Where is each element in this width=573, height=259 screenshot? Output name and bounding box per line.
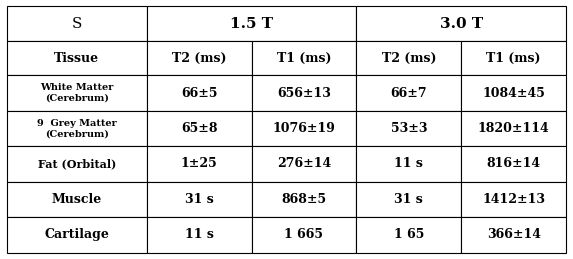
Bar [356, 146, 461, 182]
Bar [147, 111, 252, 146]
Bar [7, 217, 147, 253]
Text: 1076±19: 1076±19 [273, 122, 335, 135]
Bar [356, 41, 461, 75]
Text: 66±7: 66±7 [391, 87, 427, 99]
Bar [252, 217, 356, 253]
Text: 656±13: 656±13 [277, 87, 331, 99]
Text: White Matter
(Cerebrum): White Matter (Cerebrum) [40, 83, 113, 103]
Text: T1 (ms): T1 (ms) [486, 52, 541, 65]
Bar [147, 41, 252, 75]
Bar [7, 146, 147, 182]
Text: 1 665: 1 665 [284, 228, 324, 241]
Text: 66±5: 66±5 [181, 87, 217, 99]
Bar [147, 217, 252, 253]
Text: 1.5 T: 1.5 T [230, 17, 273, 31]
Text: Muscle: Muscle [52, 193, 102, 206]
Text: T2 (ms): T2 (ms) [172, 52, 226, 65]
Text: 11 s: 11 s [185, 228, 214, 241]
Bar [147, 146, 252, 182]
Text: 366±14: 366±14 [486, 228, 541, 241]
Bar [461, 146, 566, 182]
Bar [461, 111, 566, 146]
Text: 276±14: 276±14 [277, 157, 331, 170]
Text: S: S [72, 17, 82, 31]
Bar [461, 182, 566, 217]
Bar [7, 41, 147, 75]
Bar [7, 75, 147, 111]
Bar [356, 75, 461, 111]
Text: 868±5: 868±5 [281, 193, 327, 206]
Bar [7, 182, 147, 217]
Bar [356, 6, 566, 41]
Text: 1412±13: 1412±13 [482, 193, 545, 206]
Bar [461, 75, 566, 111]
Text: 1±25: 1±25 [180, 157, 218, 170]
Text: 31 s: 31 s [185, 193, 214, 206]
Bar [252, 146, 356, 182]
Text: 9  Grey Matter
(Cerebrum): 9 Grey Matter (Cerebrum) [37, 119, 117, 138]
Text: Fat (Orbital): Fat (Orbital) [38, 159, 116, 169]
Bar [147, 182, 252, 217]
Bar [252, 182, 356, 217]
Bar [356, 217, 461, 253]
Text: Cartilage: Cartilage [44, 228, 109, 241]
Bar [356, 111, 461, 146]
Text: 53±3: 53±3 [391, 122, 427, 135]
Text: 1820±114: 1820±114 [478, 122, 550, 135]
Bar [252, 75, 356, 111]
Text: 1 65: 1 65 [394, 228, 424, 241]
Text: 65±8: 65±8 [181, 122, 217, 135]
Bar [7, 111, 147, 146]
Text: Tissue: Tissue [54, 52, 99, 65]
Bar [7, 6, 147, 41]
Bar [461, 217, 566, 253]
Bar [356, 182, 461, 217]
Bar [147, 6, 356, 41]
Text: T2 (ms): T2 (ms) [382, 52, 436, 65]
Bar [147, 75, 252, 111]
Text: 31 s: 31 s [394, 193, 423, 206]
Text: 1084±45: 1084±45 [482, 87, 545, 99]
Text: 816±14: 816±14 [486, 157, 541, 170]
Bar [252, 111, 356, 146]
Text: T1 (ms): T1 (ms) [277, 52, 331, 65]
Text: 3.0 T: 3.0 T [439, 17, 483, 31]
Bar [252, 41, 356, 75]
Bar [461, 41, 566, 75]
Text: 11 s: 11 s [394, 157, 423, 170]
